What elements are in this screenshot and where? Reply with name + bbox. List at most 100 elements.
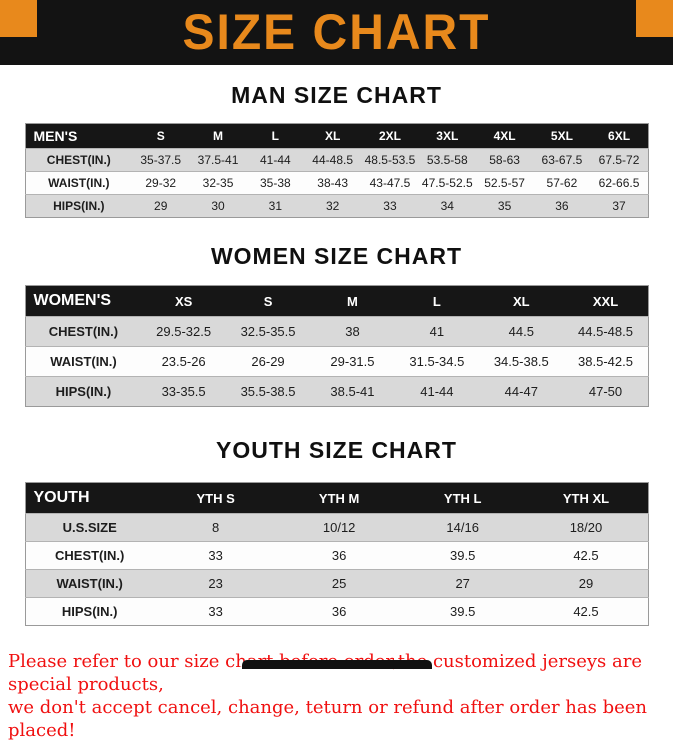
women-table-body: CHEST(IN.) 29.5-32.5 32.5-35.5 38 41 44.5 44.5… <box>25 316 648 407</box>
men-section-heading: MAN SIZE CHART <box>231 82 442 108</box>
size-value: 41-44 <box>246 148 304 172</box>
page-title: SIZE CHART <box>182 4 491 60</box>
youth-section-heading: YOUTH SIZE CHART <box>216 437 457 463</box>
banner: SIZE CHART <box>0 0 673 65</box>
row-label: HIPS(IN.) <box>25 194 133 218</box>
footer-line-1: Please refer to our size chart before or… <box>8 651 642 695</box>
size-value: 29.5-32.5 <box>141 316 226 347</box>
size-value: 37.5-41 <box>189 148 247 172</box>
women-table-header: WOMEN'S XS S M L XL XXL <box>25 285 648 317</box>
size-column-header: XL <box>479 285 564 317</box>
size-column-header: L <box>246 123 304 149</box>
size-column-header: YTH XL <box>524 482 648 514</box>
size-value: 41 <box>394 316 480 347</box>
row-label: WAIST(IN.) <box>25 569 154 598</box>
table-corner-label: MEN'S <box>25 123 133 149</box>
size-value: 44-48.5 <box>304 148 362 172</box>
size-value: 34.5-38.5 <box>479 346 564 377</box>
size-value: 39.5 <box>400 597 525 626</box>
size-value: 52.5-57 <box>475 171 534 195</box>
size-value: 38-43 <box>304 171 362 195</box>
size-value: 26-29 <box>225 346 311 377</box>
size-column-header: YTH L <box>400 482 525 514</box>
size-column-header: 3XL <box>418 123 476 149</box>
size-value: 47-50 <box>563 376 648 407</box>
size-column-header: YTH M <box>277 482 401 514</box>
size-column-header: S <box>225 285 311 317</box>
size-value: 32-35 <box>189 171 247 195</box>
size-column-header: M <box>189 123 247 149</box>
youth-size-table: YOUTH YTH S YTH M YTH L YTH XL U.S.SIZE 8 10/1… <box>24 482 649 626</box>
size-value: 29-32 <box>132 171 190 195</box>
size-column-header: XL <box>304 123 362 149</box>
size-column-header: M <box>310 285 395 317</box>
size-value: 44-47 <box>479 376 564 407</box>
row-label: WAIST(IN.) <box>25 171 133 195</box>
size-value: 31 <box>246 194 304 218</box>
table-corner-label: YOUTH <box>25 482 154 514</box>
header-row: MEN'S S M L XL 2XL 3XL 4XL 5XL 6XL <box>25 123 648 149</box>
size-value: 30 <box>189 194 247 218</box>
men-table-body: CHEST(IN.) 35-37.5 37.5-41 41-44 44-48.5 48.5… <box>25 148 648 218</box>
table-corner-label: WOMEN'S <box>25 285 142 317</box>
size-column-header: 4XL <box>475 123 534 149</box>
men-table-header: MEN'S S M L XL 2XL 3XL 4XL 5XL 6XL <box>25 123 648 149</box>
size-value: 31.5-34.5 <box>394 346 480 377</box>
size-row: HIPS(IN.) 33 36 39.5 42.5 <box>25 597 648 626</box>
size-value: 23 <box>153 569 278 598</box>
size-value: 58-63 <box>475 148 534 172</box>
size-row: WAIST(IN.) 23.5-26 26-29 29-31.5 31.5-34.5 34… <box>25 346 648 377</box>
size-value: 27 <box>400 569 525 598</box>
size-value: 36 <box>277 597 401 626</box>
size-value: 32.5-35.5 <box>225 316 311 347</box>
size-value: 39.5 <box>400 541 525 570</box>
size-value: 32 <box>304 194 362 218</box>
size-value: 18/20 <box>524 513 648 542</box>
size-value: 29 <box>524 569 648 598</box>
size-value: 38.5-41 <box>310 376 395 407</box>
men-size-table: MEN'S S M L XL 2XL 3XL 4XL 5XL 6XL CHEST(IN.) 35-3… <box>24 123 649 218</box>
row-label: HIPS(IN.) <box>25 376 142 407</box>
size-value: 33 <box>361 194 419 218</box>
size-value: 57-62 <box>533 171 591 195</box>
size-row: HIPS(IN.) 29 30 31 32 33 34 35 36 37 <box>25 194 648 218</box>
size-column-header: 2XL <box>361 123 419 149</box>
size-row: CHEST(IN.) 29.5-32.5 32.5-35.5 38 41 44.5 44.5… <box>25 316 648 347</box>
size-value: 35.5-38.5 <box>225 376 311 407</box>
size-value: 34 <box>418 194 476 218</box>
banner-corner-left-square <box>0 0 37 37</box>
size-value: 63-67.5 <box>533 148 591 172</box>
size-row: WAIST(IN.) 29-32 32-35 35-38 38-43 43-47.5 47.… <box>25 171 648 195</box>
size-value: 42.5 <box>524 597 648 626</box>
size-value: 38.5-42.5 <box>563 346 648 377</box>
size-column-header: 5XL <box>533 123 591 149</box>
row-label: CHEST(IN.) <box>25 148 133 172</box>
size-column-header: XS <box>141 285 226 317</box>
size-value: 44.5-48.5 <box>563 316 648 347</box>
size-value: 25 <box>277 569 401 598</box>
header-row: YOUTH YTH S YTH M YTH L YTH XL <box>25 482 648 514</box>
size-value: 35-38 <box>246 171 304 195</box>
row-label: CHEST(IN.) <box>25 541 154 570</box>
size-column-header: XXL <box>563 285 648 317</box>
women-size-section: WOMEN SIZE CHART WOMEN'S XS S M L XL XXL CHEST… <box>0 243 673 407</box>
row-label: U.S.SIZE <box>25 513 154 542</box>
banner-corner-right-square <box>636 0 673 37</box>
size-value: 53.5-58 <box>418 148 476 172</box>
size-value: 67.5-72 <box>590 148 648 172</box>
row-label: WAIST(IN.) <box>25 346 142 377</box>
size-value: 29 <box>132 194 190 218</box>
size-value: 44.5 <box>479 316 564 347</box>
youth-size-section: YOUTH SIZE CHART YOUTH YTH S YTH M YTH L YTH… <box>0 437 673 626</box>
size-value: 35-37.5 <box>132 148 190 172</box>
size-value: 48.5-53.5 <box>361 148 419 172</box>
size-value: 36 <box>277 541 401 570</box>
size-value: 43-47.5 <box>361 171 419 195</box>
size-value: 62-66.5 <box>590 171 648 195</box>
size-row: HIPS(IN.) 33-35.5 35.5-38.5 38.5-41 41-44 44-… <box>25 376 648 407</box>
size-value: 8 <box>153 513 278 542</box>
row-label: HIPS(IN.) <box>25 597 154 626</box>
size-value: 10/12 <box>277 513 401 542</box>
women-section-heading: WOMEN SIZE CHART <box>210 243 463 269</box>
